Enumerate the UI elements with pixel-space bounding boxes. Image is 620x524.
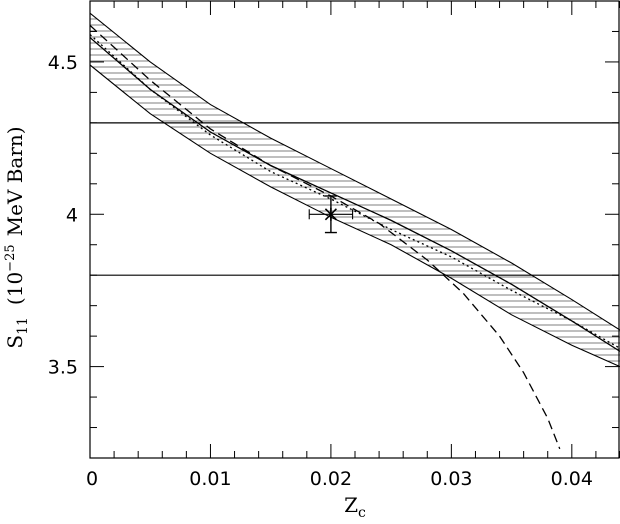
confidence-band xyxy=(90,12,620,368)
band-area xyxy=(90,13,620,366)
y-axis-label-exponent: −25 xyxy=(3,244,18,271)
band-hatching xyxy=(90,13,620,362)
x-axis-label-subscript: c xyxy=(358,505,366,521)
series-lines xyxy=(90,24,620,450)
x-tick-label: 0.01 xyxy=(189,468,231,490)
x-tick-label: 0.02 xyxy=(310,468,352,490)
y-axis-label-open: (10 xyxy=(3,272,27,305)
band-lower-edge xyxy=(90,64,620,368)
x-tick-label: 0.04 xyxy=(551,468,593,490)
x-tick-label: 0.03 xyxy=(430,468,472,490)
plot-frame xyxy=(89,0,620,459)
band-upper-edge xyxy=(90,12,620,331)
y-axis-label-subscript: 11 xyxy=(15,317,31,335)
x-tick-label: 0 xyxy=(86,468,98,490)
series-line-dashed xyxy=(90,24,561,450)
y-tick-label: 4 xyxy=(66,204,78,226)
axis-ticks xyxy=(89,0,620,459)
y-tick-label: 4.5 xyxy=(48,52,78,74)
y-axis-label: S11 (10−25 MeV Barn) xyxy=(3,126,31,348)
data-points xyxy=(308,195,354,234)
x-axis-label-main: Z xyxy=(344,493,358,517)
x-tick-labels: 0 0.01 0.02 0.03 0.04 xyxy=(86,468,593,490)
horizontal-reference-lines xyxy=(90,122,619,276)
y-axis-label-symbol: S xyxy=(3,335,27,349)
series-line-solid xyxy=(90,37,620,352)
y-tick-labels: 3.5 4 4.5 xyxy=(48,52,78,379)
x-axis-label: Zc xyxy=(344,493,366,521)
series-line-dotted xyxy=(90,34,620,349)
y-tick-label: 3.5 xyxy=(48,357,78,379)
y-axis-label-units: MeV Barn) xyxy=(3,126,27,236)
